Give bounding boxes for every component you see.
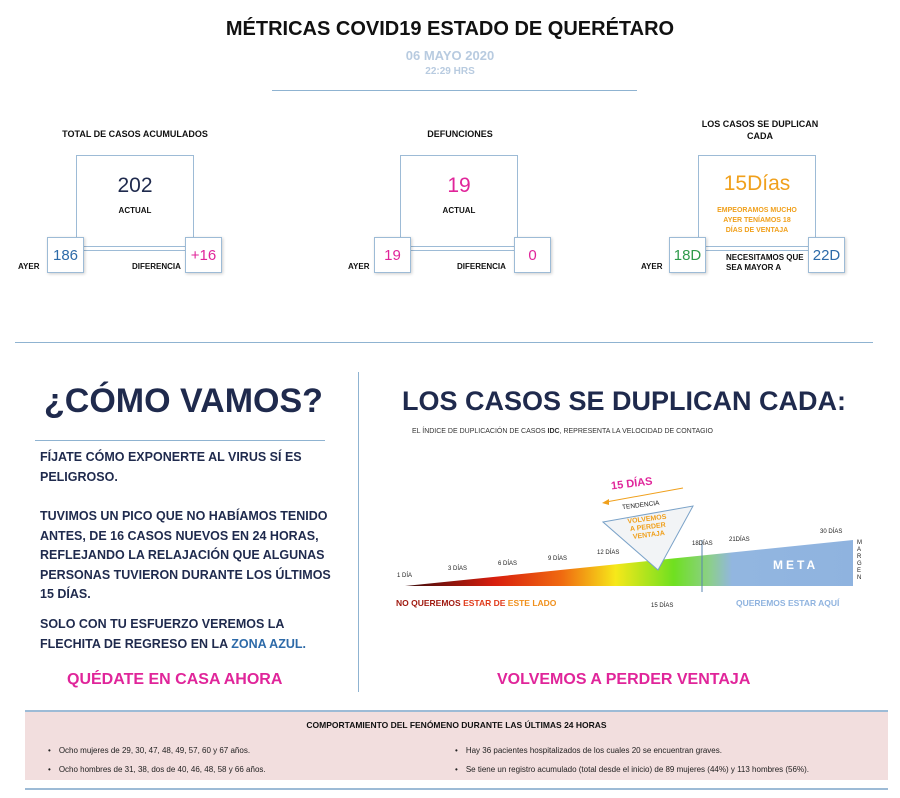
card-title: TOTAL DE CASOS ACUMULADOS xyxy=(62,129,208,139)
subtitle-text: , REPRESENTA LA VELOCIDAD DE CONTAGIO xyxy=(559,428,713,435)
tick-label: 9 DÍAS xyxy=(548,556,568,562)
divider xyxy=(272,90,637,91)
last-24h-panel: COMPORTAMIENTO DEL FENÓMENO DURANTE LAS … xyxy=(25,710,888,780)
tick-label: 12 DÍAS xyxy=(597,550,620,556)
value-label: ACTUAL xyxy=(442,206,476,215)
bad-zone-label: NO QUEREMOS ESTAR DE ESTE LADO xyxy=(396,598,556,608)
bad-text: ESTE LADO xyxy=(507,598,557,608)
blue-zone-text: ZONA AZUL. xyxy=(231,636,306,651)
good-zone-label: QUEREMOS ESTAR AQUÍ xyxy=(736,598,840,608)
target-value: 22D xyxy=(808,237,845,273)
note-line: AYER TENÍAMOS 18 xyxy=(723,217,791,224)
value-label: ACTUAL xyxy=(118,206,152,215)
yesterday-value: 186 xyxy=(47,237,84,273)
tick-label: 18DÍAS xyxy=(692,541,713,547)
yesterday-value: 19 xyxy=(374,237,411,273)
deaths-value: 19 xyxy=(447,174,471,197)
bad-text: NO QUEREMOS xyxy=(396,598,464,608)
subtitle-text: EL ÍNDICE DE DUPLICACIÓN DE CASOS xyxy=(412,428,548,435)
doubling-subtitle: EL ÍNDICE DE DUPLICACIÓN DE CASOS IDC, R… xyxy=(412,428,713,435)
bad-text: ESTAR DE xyxy=(463,598,508,608)
divider xyxy=(35,440,325,441)
goal-label: META xyxy=(773,558,819,572)
deaths-card: 19 ACTUAL xyxy=(400,155,518,251)
idc-label: IDC xyxy=(547,428,560,435)
stay-home-cta: QUÉDATE EN CASA AHORA xyxy=(67,671,283,688)
yesterday-label: AYER xyxy=(18,262,40,271)
list-item: Hay 36 pacientes hospitalizados de los c… xyxy=(455,746,809,755)
difference-label: DIFERENCIA xyxy=(457,262,506,271)
tick-label: 30 DÍAS xyxy=(820,529,843,535)
card-title: DEFUNCIONES xyxy=(427,129,493,139)
section-divider xyxy=(15,342,873,343)
total-cases-value: 202 xyxy=(117,174,153,197)
yesterday-label: AYER xyxy=(641,262,663,271)
tick-label: 1 DÍA xyxy=(397,573,413,579)
tick-label: 3 DÍAS xyxy=(448,566,468,572)
column-divider xyxy=(358,372,359,692)
paragraph: FÍJATE CÓMO EXPONERTE AL VIRUS SÍ ES PEL… xyxy=(40,450,302,484)
list-item: Ocho hombres de 31, 38, dos de 40, 46, 4… xyxy=(48,765,266,774)
paragraph: TUVIMOS UN PICO QUE NO HABÍAMOS TENIDO A… xyxy=(40,509,331,601)
warning-triangle xyxy=(601,505,694,571)
tick-label: 21DÍAS xyxy=(729,537,750,543)
losing-advantage-cta: VOLVEMOS A PERDER VENTAJA xyxy=(497,671,751,688)
panel-title: COMPORTAMIENTO DEL FENÓMENO DURANTE LAS … xyxy=(306,720,607,730)
doubling-card: 15Días EMPEORAMOS MUCHO AYER TENÍAMOS 18… xyxy=(698,155,816,251)
paragraph-text: SOLO CON TU ESFUERZO VEREMOS LA FLECHITA… xyxy=(40,617,284,651)
yesterday-value: 18D xyxy=(669,237,706,273)
doubling-value: 15Días xyxy=(723,172,791,195)
total-cases-card: 202 ACTUAL xyxy=(76,155,194,251)
yesterday-label: AYER xyxy=(348,262,370,271)
doubling-heading: LOS CASOS SE DUPLICAN CADA: xyxy=(402,386,847,416)
difference-label: DIFERENCIA xyxy=(132,262,181,271)
tick-label: 6 DÍAS xyxy=(498,561,518,567)
arrow-head-icon xyxy=(602,499,609,505)
difference-value: 0 xyxy=(514,237,551,273)
list-item: Se tiene un registro acumulado (total de… xyxy=(455,765,809,774)
report-date: 06 MAYO 2020 xyxy=(405,48,495,63)
tick-label: 15 DÍAS xyxy=(651,603,674,609)
trend-arrow xyxy=(605,487,684,503)
target-label: NECESITAMOS QUE SEA MAYOR A xyxy=(726,253,804,272)
note-line: DÍAS DE VENTAJA xyxy=(725,227,789,234)
bottom-divider xyxy=(25,788,888,790)
margin-label: MARGEN xyxy=(857,540,862,581)
note-line: EMPEORAMOS MUCHO xyxy=(717,207,797,214)
how-are-we-heading: ¿CÓMO VAMOS? xyxy=(44,382,323,420)
scale-wedge xyxy=(405,540,853,586)
page-title: MÉTRICAS COVID19 ESTADO DE QUERÉTARO xyxy=(225,18,675,40)
card-title: LOS CASOS SE DUPLICAN CADA xyxy=(701,119,819,141)
paragraph: SOLO CON TU ESFUERZO VEREMOS LA FLECHITA… xyxy=(40,615,340,654)
list-item: Ocho mujeres de 29, 30, 47, 48, 49, 57, … xyxy=(48,746,266,755)
difference-value: +16 xyxy=(185,237,222,273)
report-time: 22:29 HRS xyxy=(425,66,475,77)
